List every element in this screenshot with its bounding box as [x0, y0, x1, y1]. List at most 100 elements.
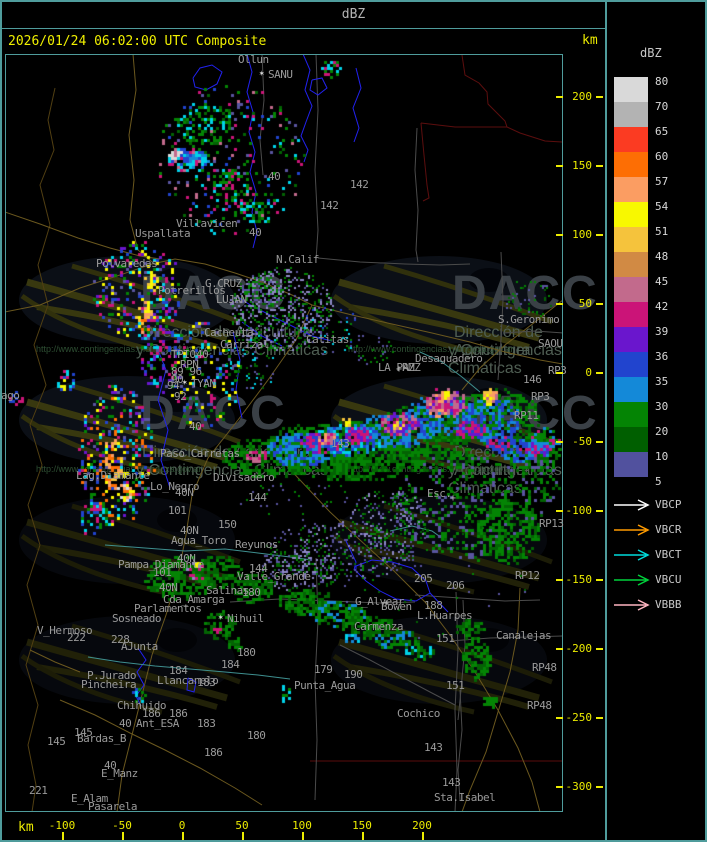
- bottom-axis-tick: [422, 832, 424, 840]
- timestamp-label: 2026/01/24 06:02:00 UTC Composite: [8, 34, 267, 49]
- map-place-label: LA PAZ: [378, 361, 415, 374]
- map-place-label: 94: [167, 379, 180, 392]
- map-place-label: N.Calif: [276, 253, 319, 266]
- legend-scale-value: 10: [655, 450, 669, 463]
- vector-legend-label: VBCU: [655, 573, 682, 586]
- map-place-label: Pasarela: [88, 800, 137, 813]
- right-axis-tick-label: -100: [565, 504, 593, 517]
- right-axis-tick-inner: [556, 579, 563, 581]
- right-axis-tick-label: 150: [572, 159, 592, 172]
- right-axis-tick-outer: [596, 786, 603, 788]
- map-place-label: Bowen: [381, 600, 412, 613]
- map-place-label: Sta.Isabel: [434, 791, 496, 804]
- right-axis-tick-outer: [596, 717, 603, 719]
- map-place-label: G.CRUZ: [205, 277, 242, 290]
- bottom-axis-tick-label: -50: [112, 819, 132, 832]
- map-place-label: Esc.: [427, 487, 452, 500]
- vector-legend-label: VBBB: [655, 598, 682, 611]
- legend-color-box: [614, 352, 648, 377]
- legend-scale-value: 42: [655, 300, 669, 313]
- legend-color-box: [614, 452, 648, 477]
- map-place-label: RP11: [514, 409, 539, 422]
- legend-color-box: [614, 377, 648, 402]
- map-place-label: 143: [424, 741, 443, 754]
- legend-scale-value: 80: [655, 75, 669, 88]
- right-axis-tick-label: 100: [572, 228, 592, 241]
- legend-scale-value: 39: [655, 325, 669, 338]
- window-frame-right: [705, 0, 707, 842]
- map-place-label: RP3: [531, 390, 550, 403]
- vector-arrow-icon: [613, 497, 653, 511]
- map-place-label: V_Hermoso: [37, 624, 93, 637]
- map-place-label: 142: [350, 178, 369, 191]
- map-place-label: 40: [189, 420, 202, 433]
- map-place-label: S.Geronimo: [498, 313, 560, 326]
- station-star-icon: ✶: [259, 69, 265, 79]
- map-place-label: Ant_ESA: [136, 717, 179, 730]
- map-plus-marker: +: [383, 598, 390, 609]
- map-plus-marker: +: [450, 493, 457, 504]
- legend-color-box: [614, 202, 648, 227]
- legend-color-box: [614, 177, 648, 202]
- map-place-label: Chihuido: [117, 699, 166, 712]
- map-place-label: 184: [169, 664, 188, 677]
- bottom-axis-tick-label: 0: [178, 819, 186, 832]
- legend-scale-value: 54: [655, 200, 669, 213]
- map-place-label: 206: [446, 579, 465, 592]
- map-place-label: 180: [242, 586, 261, 599]
- right-axis-tick-inner: [556, 717, 563, 719]
- legend-scale-value: 60: [655, 150, 669, 163]
- bottom-axis-unit: km: [18, 820, 34, 835]
- map-place-label: Salinas: [206, 584, 249, 597]
- map-place-label: 190: [344, 668, 363, 681]
- bottom-axis-tick: [242, 832, 244, 840]
- vector-legend-label: VBCP: [655, 498, 682, 511]
- right-axis-tick-inner: [556, 96, 563, 98]
- vector-arrow-icon: [613, 547, 653, 561]
- right-axis-tick-inner: [556, 372, 563, 374]
- map-place-label: 144: [249, 562, 268, 575]
- map-place-label: 205: [414, 572, 433, 585]
- window-frame-left: [0, 0, 2, 842]
- right-axis-tick-label: 50: [578, 297, 592, 310]
- map-place-label: SAOU: [538, 337, 563, 350]
- map-place-label: 228: [111, 633, 130, 646]
- legend-scale-value: 48: [655, 250, 669, 263]
- right-axis-tick-outer: [596, 579, 603, 581]
- right-axis-tick-outer: [596, 234, 603, 236]
- bottom-axis-tick: [302, 832, 304, 840]
- map-place-label: 90: [171, 373, 184, 386]
- legend-scale-value: 5: [655, 475, 662, 488]
- map-place-label: 101: [153, 566, 172, 579]
- map-place-label: Sosneado: [112, 612, 161, 625]
- legend-scale-value: 70: [655, 100, 669, 113]
- map-place-label: RP13: [539, 517, 564, 530]
- legend-color-box: [614, 227, 648, 252]
- map-place-label: 40N: [177, 552, 196, 565]
- legend-scale-value: 30: [655, 400, 669, 413]
- map-place-label: Canalejas: [496, 629, 552, 642]
- radar-echo-canvas[interactable]: [6, 55, 562, 811]
- map-place-label: 143: [331, 437, 350, 450]
- legend-color-box: [614, 302, 648, 327]
- map-place-label: Ollun: [238, 53, 269, 66]
- map-place-label: 101: [168, 504, 187, 517]
- map-plus-marker: +: [396, 364, 403, 375]
- map-place-label: Cochico: [397, 707, 440, 720]
- map-place-label: Lo_Negro: [150, 480, 199, 493]
- map-place-label: ago: [1, 389, 20, 402]
- legend-color-box: [614, 127, 648, 152]
- map-place-label: Paso_Carretas: [160, 447, 240, 460]
- map-place-label: Divisadero: [213, 471, 275, 484]
- right-axis-tick-label: -250: [565, 711, 593, 724]
- map-place-label: Catitas: [306, 333, 349, 346]
- bottom-axis-tick-label: 100: [292, 819, 312, 832]
- map-place-label: Llancanelo: [157, 674, 219, 687]
- map-place-label: 145: [47, 735, 66, 748]
- map-place-label: RMZ: [402, 361, 421, 374]
- map-place-label: 92: [174, 390, 187, 403]
- right-axis-tick-outer: [596, 165, 603, 167]
- map-place-label: 143: [442, 776, 461, 789]
- bottom-axis-tick: [62, 832, 64, 840]
- map-place-label: 186: [169, 707, 188, 720]
